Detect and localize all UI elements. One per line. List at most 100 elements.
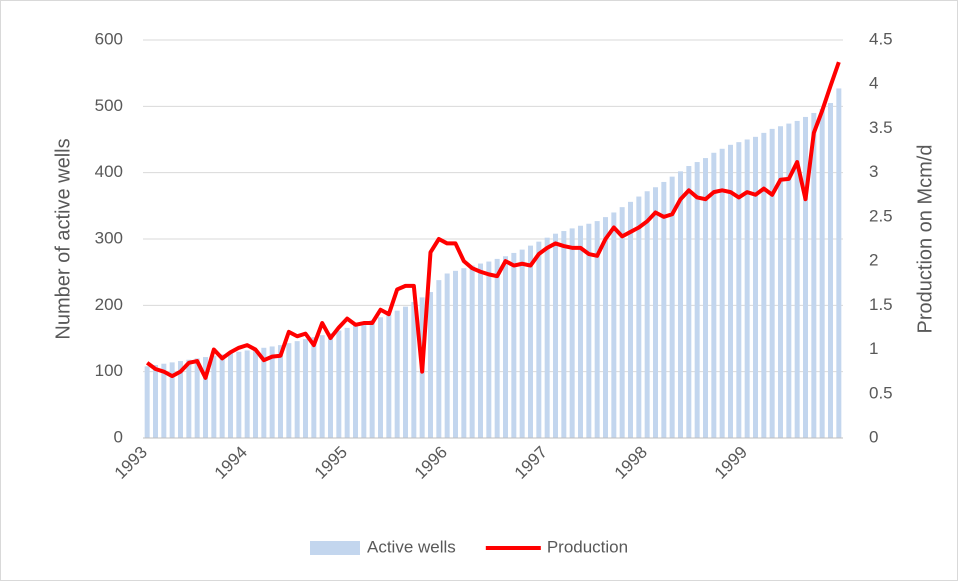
bar — [636, 196, 642, 438]
y2-tick-label: 1.5 — [869, 295, 893, 314]
bar — [678, 171, 683, 438]
bar — [778, 126, 783, 438]
bar — [244, 350, 250, 438]
y-tick-label: 0 — [114, 427, 123, 446]
bar — [786, 123, 792, 438]
bar — [253, 349, 258, 438]
bar — [594, 221, 600, 438]
bar — [603, 217, 608, 438]
bar — [561, 231, 567, 438]
bar — [219, 354, 225, 438]
legend-label: Active wells — [367, 537, 456, 556]
y2-tick-label: 4 — [869, 74, 878, 93]
bar — [653, 187, 658, 438]
bar — [811, 112, 817, 438]
y2-axis-title: Production on Mcm/d — [914, 145, 936, 334]
bar — [794, 120, 800, 438]
bar — [153, 365, 158, 438]
bar — [369, 319, 375, 438]
bar — [661, 181, 667, 438]
bar — [361, 322, 367, 438]
bar — [803, 116, 808, 439]
y-tick-label: 500 — [95, 96, 123, 115]
bar — [228, 353, 233, 438]
bar — [436, 280, 442, 438]
legend-swatch — [310, 541, 360, 555]
bar — [344, 327, 350, 438]
bar — [769, 128, 775, 439]
bar — [619, 207, 625, 438]
y2-tick-label: 0 — [869, 427, 878, 446]
bar — [669, 176, 675, 438]
bar — [819, 108, 825, 438]
bar — [261, 347, 267, 438]
bar — [403, 306, 408, 438]
y-tick-label: 200 — [95, 295, 123, 314]
bar — [744, 139, 750, 438]
bar — [578, 225, 583, 438]
bar — [628, 201, 633, 438]
bar — [486, 261, 492, 438]
bar — [494, 258, 500, 438]
bar — [169, 362, 175, 438]
bar — [836, 88, 842, 438]
bar — [278, 345, 283, 438]
bar — [161, 363, 167, 438]
y2-tick-label: 3 — [869, 162, 878, 181]
bar — [294, 341, 300, 438]
bar — [311, 337, 317, 438]
y2-tick-label: 4.5 — [869, 29, 893, 48]
bar — [319, 335, 325, 438]
bar — [728, 144, 733, 438]
bar — [144, 366, 150, 438]
bar — [269, 346, 275, 438]
bar — [719, 148, 725, 438]
bar — [686, 166, 692, 439]
bar — [469, 265, 475, 438]
bar — [694, 162, 700, 438]
bar — [286, 343, 292, 438]
bar — [386, 314, 392, 438]
bar — [753, 136, 758, 438]
bar — [503, 256, 508, 438]
bar — [428, 292, 433, 438]
y-tick-label: 300 — [95, 228, 123, 247]
bar — [353, 325, 358, 438]
bar — [211, 355, 217, 438]
bar — [519, 249, 525, 438]
bar — [586, 223, 592, 438]
y-tick-label: 100 — [95, 361, 123, 380]
bar — [203, 357, 208, 438]
bar — [178, 361, 183, 438]
bar — [703, 158, 708, 438]
bar — [478, 263, 483, 438]
bar — [711, 152, 717, 438]
bar — [569, 228, 575, 438]
bar — [536, 241, 542, 438]
bar — [611, 212, 617, 438]
y2-tick-label: 3.5 — [869, 118, 893, 137]
bar — [553, 233, 558, 438]
y2-tick-label: 0.5 — [869, 383, 893, 402]
bar — [236, 351, 242, 438]
bar — [411, 302, 417, 438]
y-axis-title: Number of active wells — [52, 138, 74, 339]
y-tick-label: 400 — [95, 162, 123, 181]
bar — [328, 333, 333, 438]
bar — [544, 237, 550, 438]
bar — [736, 142, 742, 439]
bar — [828, 103, 833, 439]
legend-label: Production — [547, 537, 628, 556]
y-tick-label: 600 — [95, 29, 123, 48]
bar — [644, 191, 650, 438]
bar — [461, 268, 467, 438]
y2-tick-label: 1 — [869, 339, 878, 358]
bar — [303, 339, 308, 438]
bar — [378, 317, 383, 438]
y2-tick-label: 2 — [869, 251, 878, 270]
bar — [761, 132, 767, 438]
bar — [394, 310, 400, 438]
bar — [453, 270, 458, 438]
bar — [444, 273, 450, 438]
